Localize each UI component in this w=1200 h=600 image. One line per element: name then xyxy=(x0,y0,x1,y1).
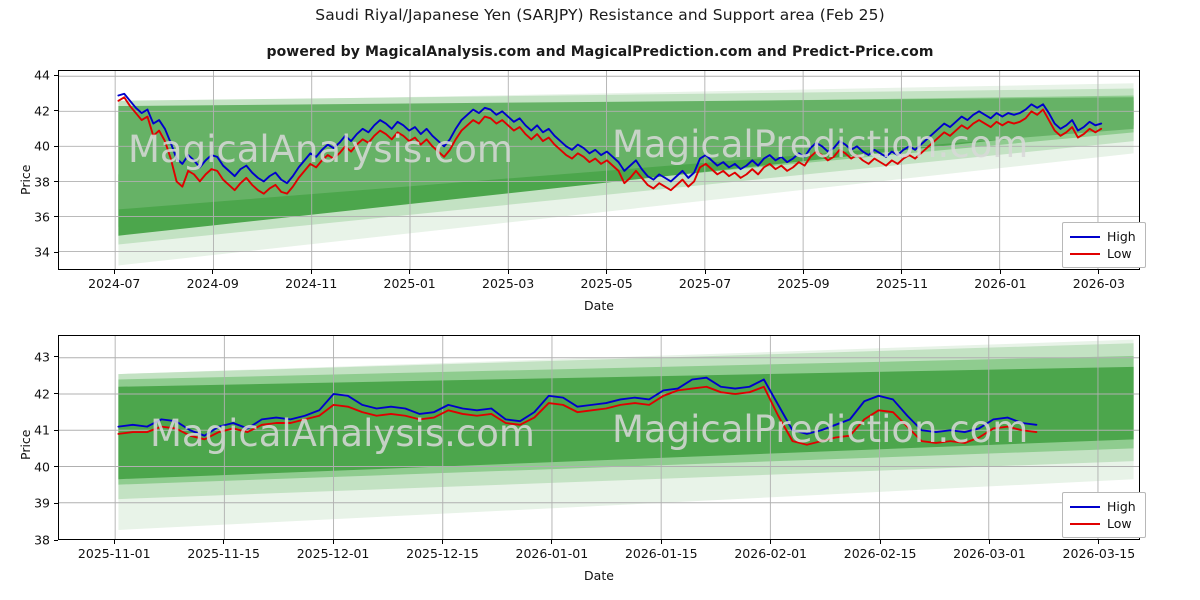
y-tick-label: 40 xyxy=(34,138,50,154)
legend-entry-low: Low xyxy=(1070,245,1136,262)
legend-label-low: Low xyxy=(1107,246,1132,261)
legend-swatch-high-icon xyxy=(1070,505,1100,508)
y-tick-label: 42 xyxy=(34,386,50,402)
x-tick-label: 2025-11-15 xyxy=(187,546,260,561)
x-tick-mark xyxy=(901,270,903,274)
x-tick-label: 2025-05 xyxy=(580,276,633,291)
y-tick-mark xyxy=(54,502,58,504)
x-tick-label: 2024-07 xyxy=(88,276,141,291)
x-tick-mark xyxy=(441,540,443,544)
legend-swatch-low-icon xyxy=(1070,252,1100,255)
y-tick-mark xyxy=(54,216,58,218)
y-tick-mark xyxy=(54,251,58,253)
y-axis-label-bottom: Price xyxy=(18,429,33,461)
x-tick-mark xyxy=(660,540,662,544)
x-tick-label: 2024-11 xyxy=(285,276,338,291)
y-tick-label: 43 xyxy=(34,349,50,365)
x-tick-mark xyxy=(1098,540,1100,544)
page-title: Saudi Riyal/Japanese Yen (SARJPY) Resist… xyxy=(315,6,885,24)
price-line-low xyxy=(117,385,1038,446)
x-tick-mark xyxy=(879,540,881,544)
x-tick-label: 2025-07 xyxy=(678,276,732,291)
price-line-high xyxy=(117,92,1103,185)
legend-entry-high: High xyxy=(1070,498,1136,515)
x-tick-mark xyxy=(802,270,804,274)
x-tick-label: 2026-03-01 xyxy=(953,546,1026,561)
y-tick-mark xyxy=(54,466,58,468)
price-line-high xyxy=(117,376,1038,437)
y-tick-label: 36 xyxy=(34,209,50,225)
legend-bottom: High Low xyxy=(1062,492,1146,538)
y-axis-label-top: Price xyxy=(18,164,33,196)
x-tick-label: 2024-09 xyxy=(186,276,239,291)
x-tick-label: 2025-01 xyxy=(383,276,436,291)
y-tick-mark xyxy=(54,356,58,358)
x-tick-mark xyxy=(704,270,706,274)
x-tick-mark xyxy=(770,540,772,544)
y-tick-label: 34 xyxy=(34,244,50,260)
bottom-plot-svg xyxy=(59,336,1139,539)
x-axis-label-bottom: Date xyxy=(584,568,614,583)
x-tick-label: 2025-11 xyxy=(875,276,929,291)
x-tick-mark xyxy=(409,270,411,274)
x-tick-label: 2025-03 xyxy=(481,276,535,291)
x-tick-mark xyxy=(1098,270,1100,274)
top-chart-panel xyxy=(58,70,1140,270)
y-tick-label: 40 xyxy=(34,459,50,475)
x-tick-label: 2026-01 xyxy=(974,276,1027,291)
y-tick-mark xyxy=(54,429,58,431)
y-tick-label: 39 xyxy=(34,495,50,511)
legend-swatch-low-icon xyxy=(1070,522,1100,525)
x-tick-mark xyxy=(332,540,334,544)
legend-entry-low: Low xyxy=(1070,515,1136,532)
x-tick-label: 2025-12-15 xyxy=(406,546,479,561)
y-tick-mark xyxy=(54,110,58,112)
x-tick-label: 2026-03 xyxy=(1072,276,1125,291)
y-tick-mark xyxy=(54,181,58,182)
x-axis-label-top: Date xyxy=(584,298,614,313)
y-tick-label: 38 xyxy=(34,174,50,189)
legend-label-low: Low xyxy=(1107,516,1132,531)
y-tick-mark xyxy=(54,74,58,76)
x-tick-mark xyxy=(606,270,608,274)
x-tick-mark xyxy=(223,540,225,544)
x-tick-label: 2025-11-01 xyxy=(77,546,151,561)
x-tick-label: 2025-12-01 xyxy=(296,546,370,561)
bottom-plot-area xyxy=(58,335,1140,540)
x-tick-mark xyxy=(212,270,214,274)
x-tick-mark xyxy=(988,540,990,544)
y-tick-label: 44 xyxy=(34,67,50,83)
legend-label-high: High xyxy=(1107,229,1136,244)
x-tick-mark xyxy=(113,270,115,274)
page-subtitle: powered by MagicalAnalysis.com and Magic… xyxy=(266,44,934,60)
x-tick-mark xyxy=(551,540,553,544)
y-tick-label: 42 xyxy=(34,103,50,119)
x-tick-label: 2026-02-15 xyxy=(843,546,917,561)
top-plot-svg xyxy=(59,71,1139,269)
legend-swatch-high-icon xyxy=(1070,235,1100,238)
y-tick-mark xyxy=(54,539,58,541)
y-tick-label: 38 xyxy=(34,532,50,548)
y-tick-label: 41 xyxy=(34,422,50,438)
bottom-chart-panel xyxy=(58,335,1140,540)
price-line-low xyxy=(117,96,1103,195)
x-tick-label: 2026-03-15 xyxy=(1062,546,1136,561)
legend-top: High Low xyxy=(1062,222,1146,268)
x-tick-mark xyxy=(999,270,1001,274)
x-tick-mark xyxy=(507,270,509,274)
y-tick-mark xyxy=(54,393,58,395)
x-tick-mark xyxy=(310,270,312,274)
y-tick-mark xyxy=(54,145,58,147)
x-tick-label: 2026-01-01 xyxy=(515,546,589,561)
x-tick-label: 2026-01-15 xyxy=(624,546,698,561)
legend-entry-high: High xyxy=(1070,228,1136,245)
legend-label-high: High xyxy=(1107,499,1136,514)
x-tick-label: 2026-02-01 xyxy=(734,546,807,561)
top-plot-area xyxy=(58,70,1140,270)
x-tick-label: 2025-09 xyxy=(777,276,830,291)
x-tick-mark xyxy=(113,540,115,544)
